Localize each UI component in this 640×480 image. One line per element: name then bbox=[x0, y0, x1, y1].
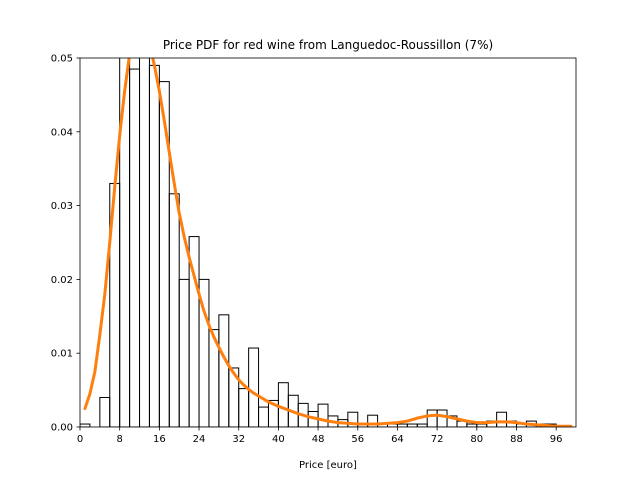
x-tick-label: 40 bbox=[272, 434, 285, 445]
x-tick-label: 16 bbox=[153, 434, 166, 445]
x-tick-label: 24 bbox=[193, 434, 206, 445]
axes-frame bbox=[79, 57, 577, 428]
y-tick-label: 0.02 bbox=[51, 275, 73, 286]
plot-area bbox=[80, 58, 573, 427]
x-axis: 0 8 16 24 32 40 48 56 64 72 80 88 96 bbox=[77, 427, 563, 445]
y-tick-label: 0.00 bbox=[51, 423, 73, 434]
x-tick-label: 56 bbox=[351, 434, 364, 445]
x-axis-label: Price [euro] bbox=[299, 460, 357, 471]
x-tick-label: 8 bbox=[116, 434, 122, 445]
y-tick-label: 0.05 bbox=[51, 54, 73, 65]
y-tick-label: 0.04 bbox=[51, 127, 73, 138]
y-tick-label: 0.03 bbox=[51, 201, 73, 212]
x-tick-label: 64 bbox=[391, 434, 404, 445]
x-tick-label: 72 bbox=[431, 434, 444, 445]
x-tick-label: 80 bbox=[470, 434, 483, 445]
x-tick-label: 48 bbox=[312, 434, 325, 445]
x-tick-label: 0 bbox=[77, 434, 83, 445]
chart-title: Price PDF for red wine from Languedoc-Ro… bbox=[163, 38, 493, 52]
histogram-bar bbox=[80, 423, 91, 427]
y-axis: 0.00 0.01 0.02 0.03 0.04 0.05 bbox=[51, 54, 80, 434]
kde-line bbox=[83, 58, 573, 427]
y-tick-label: 0.01 bbox=[51, 349, 73, 360]
x-tick-label: 32 bbox=[232, 434, 245, 445]
x-tick-label: 88 bbox=[510, 434, 523, 445]
x-tick-label: 96 bbox=[550, 434, 563, 445]
